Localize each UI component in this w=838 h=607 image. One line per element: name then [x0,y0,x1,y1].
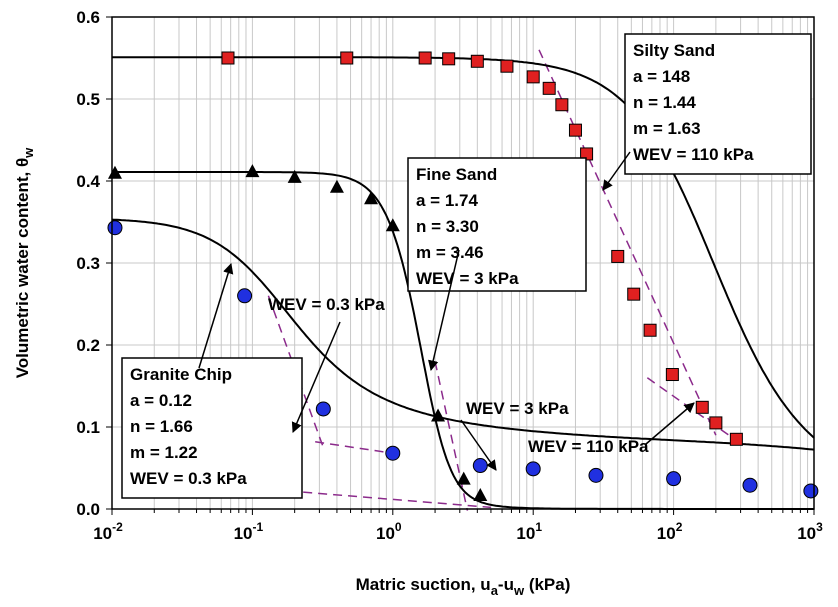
data-point-circle [315,401,331,417]
x-tick-label: 10-2 [93,520,123,543]
annotation-arrow [291,321,341,433]
y-tick-label: 0.3 [76,254,100,273]
x-tick-label: 103 [797,520,823,543]
data-point-square [695,400,709,414]
data-point-circle [525,461,541,477]
annotation-box [121,357,303,499]
annotation-box-line: m = 1.63 [633,119,701,138]
annotation-box-line: WEV = 110 kPa [633,145,754,164]
data-point-triangle [364,191,379,205]
data-point-circle [385,445,401,461]
data-point-square [627,287,641,301]
data-point-circle [666,471,682,487]
annotation-box-line: WEV = 0.3 kPa [130,469,247,488]
annotation-box-line: m = 1.22 [130,443,198,462]
wev-label: WEV = 3 kPa [466,399,569,418]
data-point-square [340,51,354,65]
y-tick-label: 0.0 [76,500,100,519]
data-point-square [470,54,484,68]
x-axis-title: Matric suction, ua-uw (kPa) [356,575,571,598]
data-point-triangle [473,488,488,502]
y-tick-label: 0.5 [76,90,100,109]
y-tick-label: 0.4 [76,172,100,191]
annotation-box-line: m = 3.46 [416,243,484,262]
annotation-box-line: a = 1.74 [416,191,478,210]
data-point-triangle [245,164,260,178]
data-point-square [542,81,556,95]
x-tick-label: 10-1 [234,520,264,543]
data-point-circle [588,467,604,483]
data-point-square [709,416,723,430]
data-point-triangle [287,169,302,183]
x-tick-label: 102 [657,520,683,543]
data-point-triangle [431,408,446,422]
data-point-circle [742,477,758,493]
data-point-square [555,98,569,112]
data-point-circle [472,458,488,474]
tangent-line [538,49,717,436]
x-tick-label: 100 [376,520,402,543]
wev-label: WEV = 110 kPa [528,437,649,456]
x-tick-label: 101 [516,520,542,543]
annotation-box-line: n = 1.44 [633,93,696,112]
annotations: Silty Sand a = 148 n = 1.44 m = 1.63 WEV = 1… [121,33,812,499]
annotation-box-line: n = 1.66 [130,417,193,436]
data-point-square [643,323,657,337]
annotation-box [407,157,587,292]
tangent-line [434,361,469,511]
y-tick-label: 0.2 [76,336,100,355]
data-point-square [418,51,432,65]
annotation-arrow [460,419,497,471]
annotation-box-line: Fine Sand [416,165,497,184]
data-point-square [221,51,235,65]
annotation-box-line: a = 148 [633,67,690,86]
data-point-triangle [385,218,400,232]
data-point-circle [107,220,123,236]
tangent-line [288,490,491,509]
tangent-line [315,441,393,454]
axes: 0.0 0.1 0.2 0.3 0.4 0.5 0.6 10-2 10-1 100 101 102 10… [76,8,823,543]
annotation-box-line: Silty Sand [633,41,715,60]
data-point-square [500,59,514,73]
data-point-square [665,368,679,382]
data-point-triangle [456,471,471,485]
data-point-circle [237,288,253,304]
annotation-arrow [602,151,631,191]
y-tick-label: 0.1 [76,418,100,437]
data-point-circle [803,483,819,499]
data-point-square [568,123,582,137]
annotation-box [624,33,812,175]
y-tick-label: 0.6 [76,8,100,27]
annotation-box-line: WEV = 3 kPa [416,269,519,288]
wev-label: WEV = 0.3 kPa [268,295,385,314]
y-axis-title: Volumetric water content, θw [13,147,36,378]
data-point-triangle [329,179,344,193]
tangent-line [646,377,742,445]
data-point-square [442,52,456,66]
data-point-square [611,249,625,263]
annotation-box-line: a = 0.12 [130,391,192,410]
data-points [107,51,819,502]
annotation-box-line: Granite Chip [130,365,232,384]
data-point-square [729,432,743,446]
annotation-arrow [645,402,695,445]
annotation-arrow [428,249,460,372]
data-point-square [526,70,540,84]
annotation-box-line: n = 3.30 [416,217,479,236]
annotation-arrow [198,262,234,369]
